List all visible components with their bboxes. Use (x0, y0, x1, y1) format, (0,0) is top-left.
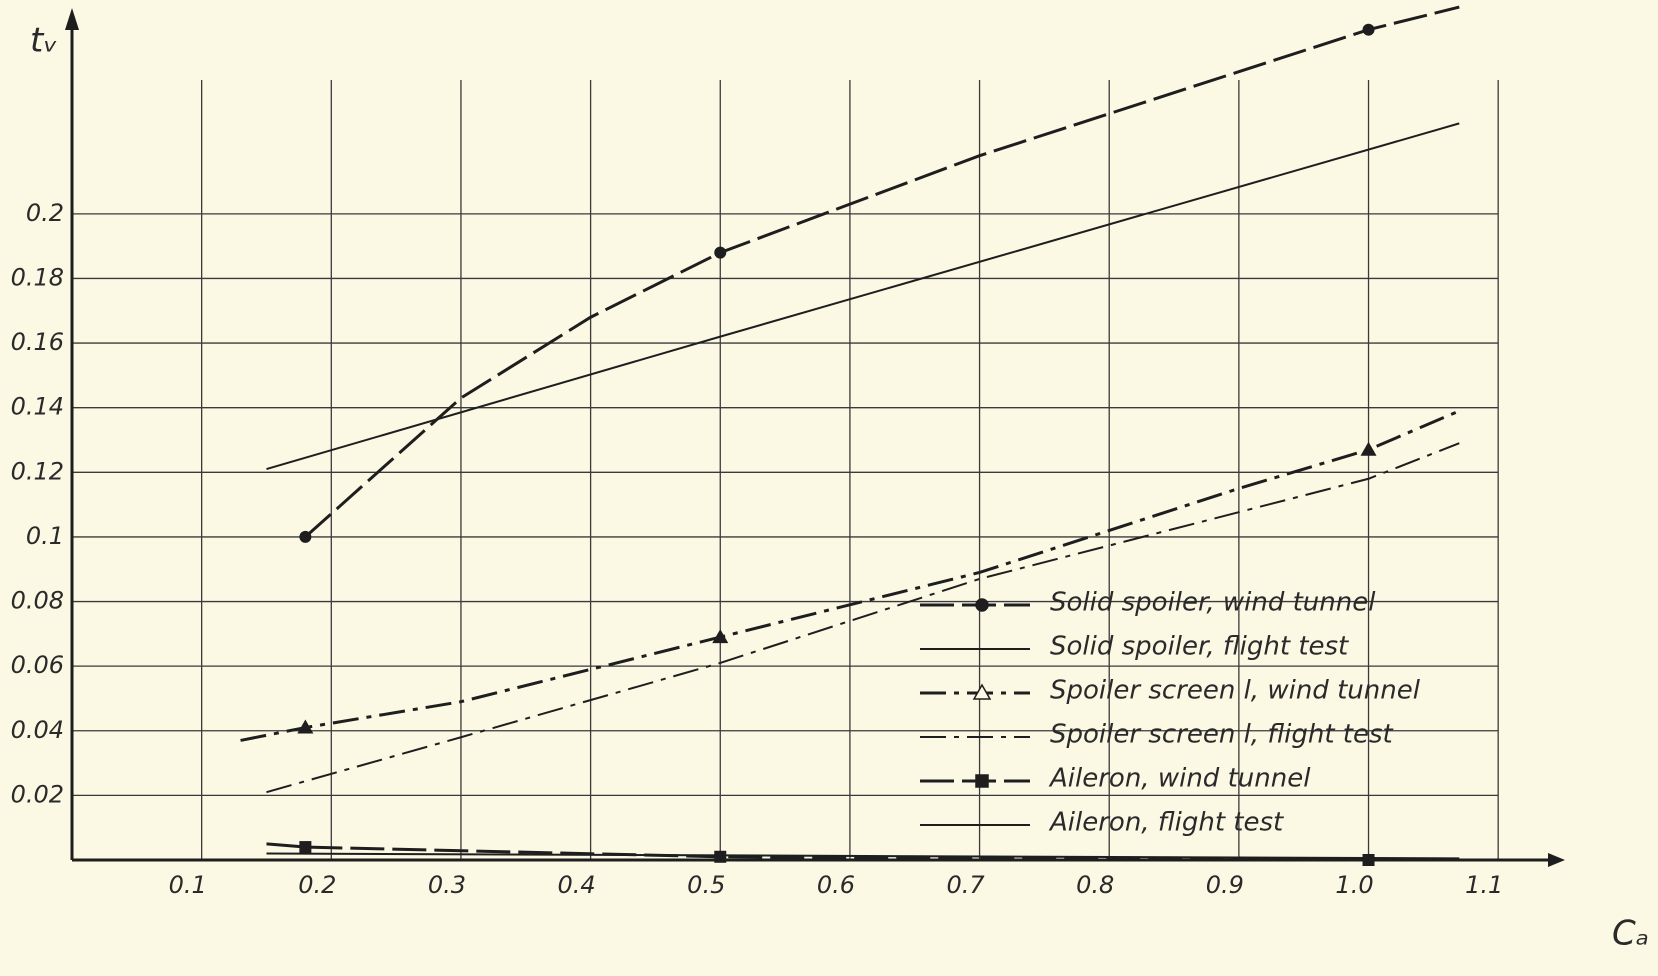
marker (297, 719, 314, 734)
marker (299, 841, 312, 854)
series-line (304, 5, 1460, 539)
legend-label: Solid spoiler, wind tunnel (1050, 588, 1376, 618)
x-tick-label: 0.6 (817, 871, 855, 899)
marker (714, 850, 727, 863)
legend-label: Aileron, flight test (1048, 808, 1284, 838)
series-line (266, 442, 1460, 794)
x-tick-label: 0.4 (558, 871, 596, 899)
legend-label: Spoiler screen l, wind tunnel (1050, 676, 1421, 706)
y-tick-label: 0.16 (11, 328, 64, 356)
x-tick-label: 0.3 (428, 871, 466, 899)
y-axis-arrow (65, 8, 79, 30)
x-tick-label: 1.0 (1335, 871, 1373, 899)
y-tick-label: 0.1 (26, 522, 64, 550)
marker (1362, 854, 1375, 866)
marker (1362, 23, 1375, 36)
series-line (266, 842, 1460, 862)
y-tick-label: 0.14 (11, 393, 64, 421)
marker (712, 629, 729, 644)
y-tick-label: 0.08 (11, 587, 64, 615)
x-axis-label: Cₐ (1612, 914, 1649, 954)
series-line (240, 409, 1460, 742)
legend-marker (972, 683, 992, 700)
series-line (266, 122, 1460, 471)
legend-marker (975, 774, 989, 788)
y-tick-label: 0.2 (26, 199, 64, 227)
y-tick-label: 0.12 (11, 457, 64, 485)
legend-label: Aileron, wind tunnel (1048, 764, 1311, 794)
y-tick-label: 0.04 (11, 716, 64, 744)
x-tick-label: 0.9 (1206, 871, 1244, 899)
y-tick-label: 0.02 (11, 780, 64, 808)
marker (714, 246, 727, 259)
x-tick-label: 0.5 (687, 871, 725, 899)
legend-label: Spoiler screen l, flight test (1050, 720, 1394, 750)
x-tick-label: 0.2 (298, 871, 336, 899)
marker (1360, 441, 1377, 456)
y-tick-label: 0.18 (11, 263, 64, 291)
x-tick-label: 0.7 (946, 871, 985, 899)
x-tick-label: 0.1 (169, 871, 207, 899)
series-line (266, 852, 1460, 860)
x-tick-label: 0.8 (1076, 871, 1114, 899)
x-tick-label: 1.1 (1465, 871, 1503, 899)
x-axis-arrow (1548, 853, 1565, 867)
marker (299, 530, 312, 543)
legend-marker (975, 598, 989, 612)
y-tick-label: 0.06 (11, 651, 64, 679)
y-axis-label: tᵥ (30, 21, 58, 61)
legend-label: Solid spoiler, flight test (1050, 632, 1349, 662)
